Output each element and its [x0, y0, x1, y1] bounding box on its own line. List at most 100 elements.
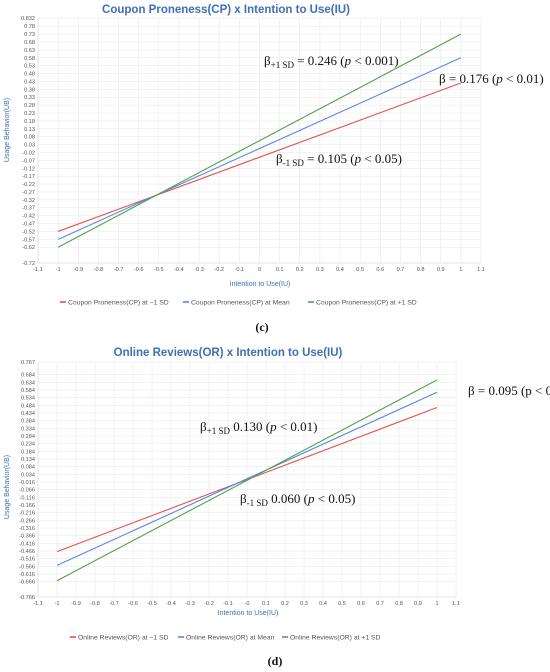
x-tick-label: 0.5	[338, 601, 346, 607]
y-tick-label: -0.666	[19, 580, 35, 586]
x-tick-label: -0.3	[185, 601, 195, 607]
y-tick-label: -0.266	[19, 518, 35, 524]
y-tick-label: 0.284	[21, 434, 35, 440]
y-tick-label: 0.53	[24, 64, 35, 70]
x-tick-label: -0.9	[71, 601, 81, 607]
x-tick-label: 1	[435, 601, 438, 607]
x-tick-label: -1.1	[33, 267, 43, 273]
x-tick-label: -0.9	[73, 267, 83, 273]
y-tick-label: -0.616	[19, 572, 35, 578]
x-tick-label: -0.7	[114, 267, 124, 273]
x-tick-label: 0	[258, 267, 261, 273]
x-axis-ticks: -1.1 -1 -0.9 -0.8 -0.7 -0.6 -0.5 -0.4 -0.3 -0.2 -0…	[33, 267, 485, 273]
y-tick-label: 0.484	[21, 403, 35, 409]
y-tick-label: -0.52	[22, 229, 35, 235]
beta-annotation-mean: β = 0.176 (p < 0.01)	[439, 71, 544, 86]
y-tick-label: 0.334	[21, 426, 35, 432]
legend-entry: Online Reviews(OR) at −1 SD	[78, 635, 169, 642]
y-tick-label: -0.32	[22, 198, 35, 204]
y-tick-label: -0.42	[22, 214, 35, 220]
x-axis-label: Intention to Use(IU)	[230, 281, 291, 288]
y-tick-label: -0.22	[22, 182, 35, 188]
x-tick-label: -0.2	[214, 267, 224, 273]
legend-entry: Online Reviews(OR) at +1 SD	[290, 635, 381, 642]
chart-gridlines	[37, 17, 482, 264]
x-tick-label: -0.5	[154, 267, 164, 273]
y-axis-label: Usage Behavior(UB)	[4, 98, 11, 162]
x-tick-label: 0.2	[296, 267, 304, 273]
y-tick-label: 0.434	[21, 411, 35, 417]
y-tick-label: 0.08	[24, 135, 35, 141]
y-tick-label: 0.18	[24, 119, 35, 125]
beta-annotation-mean: β = 0.095 (p < 0.05)	[468, 383, 550, 398]
x-tick-label: -0.3	[194, 267, 204, 273]
chart-gridlines	[37, 361, 457, 598]
x-tick-label: -0.6	[128, 601, 138, 607]
x-tick-label: 0.1	[262, 601, 270, 607]
x-tick-label: -1	[56, 267, 61, 273]
x-tick-label: 0.9	[437, 267, 445, 273]
y-tick-label: 0.28	[24, 103, 35, 109]
x-tick-label: -1	[55, 601, 60, 607]
y-tick-label: -0.57	[22, 237, 35, 243]
y-tick-label: 0.634	[21, 380, 35, 386]
x-tick-label: -1.1	[33, 601, 43, 607]
y-tick-label: 0.73	[24, 32, 35, 38]
y-tick-label: 0.43	[24, 79, 35, 85]
x-tick-label: -0.8	[94, 267, 104, 273]
y-tick-label: 0.68	[24, 40, 35, 46]
beta-annotation-minus-1sd: β-1 SD 0.060 (p < 0.05)	[240, 491, 355, 508]
x-tick-label: 0.1	[276, 267, 284, 273]
series-line-mean	[56, 391, 438, 566]
x-tick-label: -0.5	[147, 601, 157, 607]
x-tick-label: 0.6	[376, 267, 384, 273]
x-axis-ticks: -1.1 -1 -0.9 -0.8 -0.7 -0.6 -0.5 -0.4 -0.3 -0.2 -0…	[33, 601, 460, 607]
y-tick-label: -0.27	[22, 190, 35, 196]
y-tick-label: 0.684	[21, 373, 35, 379]
legend: Coupon Proneness(CP) at −1 SD Coupon Pro…	[60, 300, 417, 307]
y-tick-label: 0.63	[24, 48, 35, 54]
beta-annotation-plus-1sd: β+1 SD = 0.246 (p < 0.001)	[264, 53, 399, 70]
x-tick-label: -0.7	[109, 601, 119, 607]
x-tick-label: -0.2	[204, 601, 214, 607]
beta-annotation-plus-1sd: β+1 SD 0.130 (p < 0.01)	[200, 419, 317, 436]
y-tick-label: 0.33	[24, 95, 35, 101]
beta-annotation-minus-1sd: β-1 SD = 0.105 (p < 0.05)	[276, 151, 402, 168]
x-axis-label: Intention to Use(IU)	[218, 610, 279, 617]
y-tick-label: -0.62	[22, 245, 35, 251]
y-tick-label: -0.72	[22, 261, 35, 267]
x-tick-label: 0.4	[336, 267, 344, 273]
x-tick-label: 1	[459, 267, 462, 273]
x-tick-label: -0.1	[223, 601, 233, 607]
y-tick-label: 0.384	[21, 419, 35, 425]
y-tick-label: -0.516	[19, 557, 35, 563]
y-axis-ticks: 0.832 0.78 0.73 0.68 0.63 0.58 0.53 0.480.43 0.3…	[21, 16, 35, 267]
legend-entry: Coupon Proneness(CP) at Mean	[191, 300, 290, 307]
y-tick-label: 0.234	[21, 442, 35, 448]
chart-panel-c: Coupon Proneness(CP) x Intention to Use(…	[4, 4, 544, 334]
legend-entry: Coupon Proneness(CP) at +1 SD	[316, 300, 417, 307]
x-tick-label: 0.8	[395, 601, 403, 607]
chart-panel-d: Online Reviews(OR) x Intention to Use(IU…	[4, 347, 550, 668]
legend-entry: Coupon Proneness(CP) at −1 SD	[68, 300, 169, 307]
x-tick-label: 0.7	[397, 267, 405, 273]
y-tick-label: 0.03	[24, 143, 35, 149]
y-tick-label: 0.78	[24, 24, 35, 30]
y-tick-label: 0.38	[24, 87, 35, 93]
x-tick-label: -0.8	[90, 601, 100, 607]
y-tick-label: 0.584	[21, 388, 35, 394]
legend: Online Reviews(OR) at −1 SD Online Revie…	[70, 635, 381, 642]
y-tick-label: -0.17	[22, 174, 35, 180]
y-tick-label: -0.066	[19, 488, 35, 494]
y-tick-label: 0.58	[24, 56, 35, 62]
x-tick-label: 1.1	[477, 267, 485, 273]
series-lines	[56, 379, 438, 582]
chart-title: Online Reviews(OR) x Intention to Use(IU…	[114, 347, 343, 359]
y-tick-label: -0.116	[20, 495, 35, 501]
x-tick-label: -0.6	[134, 267, 144, 273]
y-tick-label: -0.466	[19, 549, 35, 555]
y-tick-label: 0.767	[21, 360, 35, 366]
y-tick-label: 0.13	[24, 127, 35, 133]
series-line-minus-1sd	[56, 407, 438, 553]
